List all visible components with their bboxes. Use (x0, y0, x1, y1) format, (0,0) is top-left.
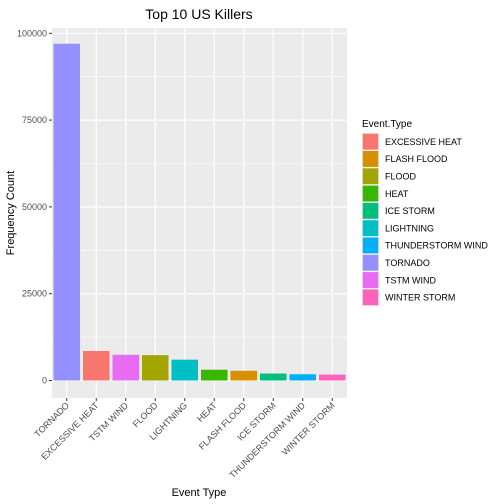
legend-swatch (362, 237, 379, 254)
legend-title: Event.Type (362, 119, 412, 130)
bar (141, 355, 169, 381)
bars (53, 43, 346, 381)
y-tick-label: 100000 (17, 28, 47, 38)
y-axis-ticks: 0 25000 50000 75000 100000 (17, 28, 52, 386)
y-tick-label: 0 (42, 376, 47, 386)
legend-swatch (362, 185, 379, 202)
legend-label: HEAT (385, 189, 409, 199)
x-tick-label: FLOOD (131, 400, 160, 429)
bar (318, 374, 346, 381)
legend-label: TSTM WIND (385, 275, 436, 285)
y-axis-title: Frequency Count (5, 171, 17, 255)
plot-panel (52, 28, 347, 398)
bar (259, 373, 287, 381)
legend-label: FLOOD (385, 171, 417, 181)
legend-label: FLASH FLOOD (385, 154, 448, 164)
legend-swatch (362, 151, 379, 167)
bar (200, 369, 228, 381)
y-tick-label: 25000 (22, 289, 47, 299)
bar (230, 370, 258, 381)
bar (171, 359, 199, 381)
bar (112, 354, 140, 381)
legend-label: ICE STORM (385, 206, 435, 216)
legend-swatch (362, 168, 379, 185)
bar (82, 350, 110, 381)
legend-swatch (362, 220, 379, 237)
y-tick-label: 50000 (22, 202, 47, 212)
bar (289, 374, 317, 381)
bar (53, 43, 81, 381)
y-tick-label: 75000 (22, 115, 47, 125)
legend: Event.Type EXCESSIVE HEAT FLASH FLOOD FLOO… (362, 119, 488, 306)
legend-label: TORNADO (385, 258, 430, 268)
x-axis-title: Event Type (172, 487, 227, 499)
x-tick-label: HEAT (195, 400, 219, 424)
legend-swatch (362, 289, 379, 306)
legend-label: EXCESSIVE HEAT (385, 137, 462, 147)
legend-label: WINTER STORM (385, 293, 455, 303)
x-tick-label: WINTER STORM (280, 400, 337, 457)
legend-swatch (362, 133, 379, 150)
legend-swatch (362, 254, 379, 271)
legend-label: THUNDERSTORM WIND (385, 241, 488, 251)
legend-label: LIGHTNING (385, 223, 434, 233)
legend-swatch (362, 202, 379, 219)
chart-title: Top 10 US Killers (145, 6, 252, 22)
legend-swatch (362, 272, 379, 288)
